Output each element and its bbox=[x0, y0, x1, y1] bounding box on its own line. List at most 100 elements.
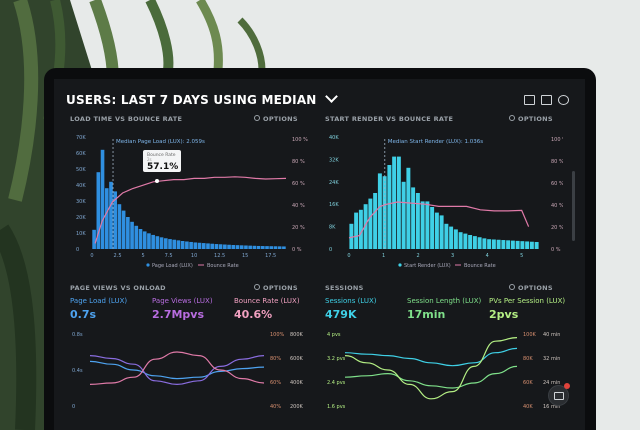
y2-tick-label: 20 % bbox=[551, 225, 563, 231]
histogram-bar bbox=[458, 232, 463, 249]
metric-session-length: Session Length (LUX) 17min bbox=[407, 297, 481, 321]
chevron-down-icon[interactable] bbox=[325, 90, 338, 103]
header-prefix: USERS: bbox=[66, 93, 117, 107]
histogram-bar bbox=[415, 193, 420, 249]
chat-button[interactable] bbox=[548, 383, 570, 406]
histogram-bar bbox=[121, 210, 126, 249]
histogram-bar bbox=[172, 239, 177, 249]
histogram-bar bbox=[155, 236, 160, 249]
y-tick-label: 40K bbox=[329, 135, 339, 141]
histogram-bar bbox=[472, 236, 477, 249]
sessions-chart: 4 pvs 3.2 pvs 2.4 pvs 1.6 pvs 100K 80K 60K 40K… bbox=[327, 332, 560, 410]
y-tick-label: 40K bbox=[76, 183, 86, 189]
scrollbar[interactable] bbox=[572, 171, 575, 241]
options-button[interactable]: OPTIONS bbox=[509, 115, 553, 123]
histogram-bar bbox=[354, 212, 359, 249]
options-icon bbox=[254, 284, 260, 290]
histogram-bar bbox=[113, 191, 118, 249]
y2-tick-label: 0 % bbox=[551, 247, 561, 253]
tooltip-sub: 2s bbox=[147, 157, 152, 162]
legend-bounce-rate: Bounce Rate bbox=[464, 263, 496, 269]
histogram-bar bbox=[206, 243, 210, 249]
y-tick-label: 1.6 pvs bbox=[327, 404, 346, 410]
x-tick-label: 3 bbox=[451, 253, 454, 259]
options-label: OPTIONS bbox=[263, 284, 298, 292]
histogram-bar bbox=[487, 239, 492, 249]
histogram-bar bbox=[92, 229, 96, 249]
histogram-bar bbox=[477, 237, 482, 249]
histogram-bar bbox=[425, 201, 430, 249]
options-button[interactable]: OPTIONS bbox=[254, 284, 298, 292]
histogram-bar bbox=[501, 240, 506, 249]
histogram-bar bbox=[185, 241, 189, 249]
metric-bounce-rate: Bounce Rate (LUX) 40.6% bbox=[234, 297, 300, 321]
histogram-bar bbox=[368, 198, 373, 249]
median-label: Median Start Render (LUX): 1.036s bbox=[388, 139, 483, 145]
options-label: OPTIONS bbox=[263, 115, 298, 123]
histogram-bar bbox=[100, 149, 105, 249]
histogram-bar bbox=[358, 209, 363, 249]
metric-value: 0.7s bbox=[70, 308, 97, 321]
histogram-bar bbox=[126, 217, 130, 249]
x-tick-label: 12.5 bbox=[214, 253, 225, 259]
x-tick-label: 7.5 bbox=[165, 253, 173, 259]
help-icon[interactable] bbox=[558, 95, 569, 105]
x-tick-label: 1 bbox=[382, 253, 385, 259]
monitor-icon[interactable] bbox=[524, 95, 535, 105]
histogram-bar bbox=[210, 243, 215, 249]
panel-sessions: SESSIONS OPTIONS Sessions (LUX) 479K Ses… bbox=[325, 284, 565, 429]
y2-tick-label: 60 % bbox=[551, 181, 563, 187]
histogram-bar bbox=[176, 240, 181, 249]
chart-legend: Page Load (LUX) Bounce Rate bbox=[146, 263, 239, 269]
image-icon[interactable] bbox=[541, 95, 552, 105]
histogram-bar bbox=[277, 246, 282, 249]
y2-tick-label: 40K bbox=[523, 404, 533, 410]
load-time-chart: 0 10K 20K 30K 40K 50K 60K 70K 0 % 20 % 40 % 60 % 80… bbox=[76, 135, 308, 269]
histogram-bar bbox=[439, 215, 444, 249]
histogram-bar bbox=[147, 233, 151, 249]
y2-tick-label: 40 % bbox=[551, 203, 563, 209]
y-tick-label: 8K bbox=[329, 225, 336, 231]
y-tick-label: 70K bbox=[76, 135, 86, 141]
panel-title: PAGE VIEWS VS ONLOAD bbox=[70, 284, 166, 292]
legend-start-render: Start Render (LUX) bbox=[404, 263, 451, 269]
histogram-bar bbox=[444, 223, 449, 249]
y-tick-label: 10K bbox=[76, 231, 86, 237]
y-tick-label: 24K bbox=[329, 180, 339, 186]
y-tick-label: 50K bbox=[76, 167, 86, 173]
metric-value: 17min bbox=[407, 308, 446, 321]
y2-tick-label: 40% bbox=[270, 404, 281, 410]
y3-tick-label: 200K bbox=[290, 404, 304, 410]
metric-value: 2.7Mpvs bbox=[152, 308, 205, 321]
dashboard-header[interactable]: USERS: LAST 7 DAYS USING MEDIAN bbox=[66, 90, 338, 107]
dashboard-screen: USERS: LAST 7 DAYS USING MEDIAN LOAD TIM… bbox=[54, 79, 585, 430]
metric-label: Sessions (LUX) bbox=[325, 297, 377, 305]
y3-tick-label: 800K bbox=[290, 332, 304, 338]
x-tick-label: 0 bbox=[347, 253, 350, 259]
histogram-bar bbox=[269, 246, 274, 249]
y-tick-label: 32K bbox=[329, 157, 339, 163]
page-load-line bbox=[89, 360, 265, 380]
panel-views-vs-onload: PAGE VIEWS VS ONLOAD OPTIONS Page Load (… bbox=[70, 284, 310, 429]
histogram-bar bbox=[525, 241, 530, 249]
y2-tick-label: 60% bbox=[270, 380, 281, 386]
y-tick-label: 0.4s bbox=[72, 368, 83, 374]
metric-page-load: Page Load (LUX) 0.7s bbox=[70, 297, 127, 321]
options-button[interactable]: OPTIONS bbox=[254, 115, 298, 123]
options-button[interactable]: OPTIONS bbox=[509, 284, 553, 292]
y-tick-label: 3.2 pvs bbox=[327, 356, 346, 362]
legend-page-load: Page Load (LUX) bbox=[152, 263, 193, 269]
tooltip-point bbox=[155, 179, 159, 183]
bounce-rate-line bbox=[94, 176, 287, 244]
y-tick-label: 20K bbox=[76, 215, 86, 221]
metric-page-views: Page Views (LUX) 2.7Mpvs bbox=[152, 297, 213, 321]
page-views-line bbox=[89, 355, 265, 386]
y-tick-label: 0.8s bbox=[72, 332, 83, 338]
sessions-line bbox=[344, 347, 518, 367]
x-tick-label: 5 bbox=[141, 253, 144, 259]
histogram-bar bbox=[239, 245, 244, 249]
metric-value: 40.6% bbox=[234, 308, 273, 321]
y-tick-label: 2.4 pvs bbox=[327, 380, 346, 386]
histogram-bar bbox=[248, 245, 252, 249]
histogram-bar bbox=[430, 207, 435, 249]
